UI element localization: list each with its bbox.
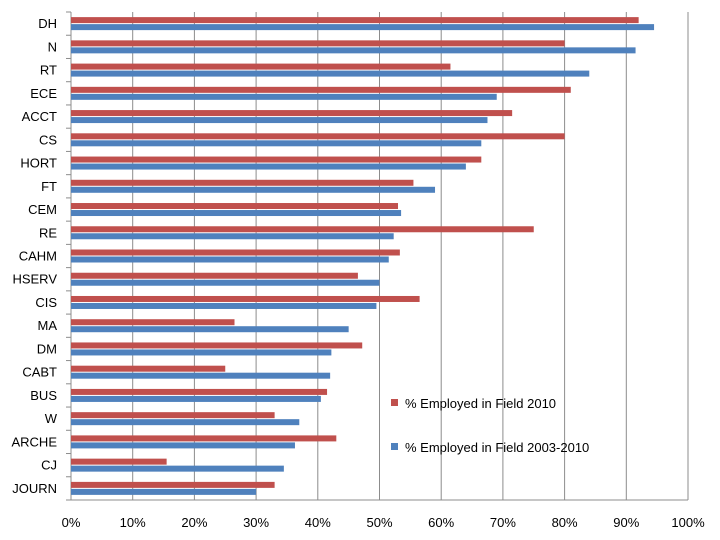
- bar-2010-re: [71, 226, 534, 233]
- bar-2003-2010-w: [71, 419, 300, 426]
- legend: % Employed in Field 2010 % Employed in F…: [391, 396, 589, 455]
- x-tick-label: 40%: [305, 515, 331, 530]
- bar-2010-n: [71, 40, 565, 47]
- bar-2010-dm: [71, 342, 363, 349]
- bar-2010-cahm: [71, 249, 400, 256]
- bar-2010-ece: [71, 86, 571, 93]
- category-label: N: [48, 39, 57, 54]
- x-tick-label: 100%: [671, 515, 705, 530]
- category-label: MA: [38, 318, 58, 333]
- axes: [66, 11, 688, 501]
- bar-2010-cem: [71, 203, 399, 210]
- category-label: CEM: [28, 202, 57, 217]
- bar-2010-acct: [71, 110, 513, 117]
- x-tick-label: 70%: [490, 515, 516, 530]
- legend-label-2010: % Employed in Field 2010: [405, 396, 556, 411]
- bar-2003-2010-cis: [71, 302, 377, 309]
- bar-2003-2010-dm: [71, 349, 332, 356]
- category-label: CAHM: [19, 249, 57, 264]
- bar-2003-2010-dh: [71, 24, 655, 31]
- bar-2010-cj: [71, 458, 167, 465]
- legend-swatch-2003-2010: [391, 443, 398, 450]
- bar-2003-2010-arche: [71, 442, 295, 449]
- bar-2010-cis: [71, 295, 420, 302]
- bar-2003-2010-acct: [71, 117, 488, 124]
- bar-2003-2010-n: [71, 47, 636, 54]
- category-label: HORT: [20, 156, 57, 171]
- category-label: W: [45, 411, 58, 426]
- category-label: DM: [37, 341, 57, 356]
- bar-2003-2010-ma: [71, 326, 349, 333]
- category-label: ECE: [30, 86, 57, 101]
- bar-2003-2010-journ: [71, 488, 257, 495]
- category-label: FT: [41, 179, 57, 194]
- bar-2010-hort: [71, 156, 482, 163]
- category-label: CJ: [41, 458, 57, 473]
- bar-2003-2010-hserv: [71, 279, 380, 286]
- bar-2010-dh: [71, 17, 639, 24]
- bar-2010-ft: [71, 179, 414, 186]
- x-tick-label: 30%: [243, 515, 269, 530]
- category-label: JOURN: [12, 481, 57, 496]
- x-tick-label: 10%: [120, 515, 146, 530]
- bar-2010-cs: [71, 133, 565, 140]
- x-tick-label: 80%: [552, 515, 578, 530]
- x-tick-label: 50%: [366, 515, 392, 530]
- bar-2010-cabt: [71, 365, 226, 372]
- x-tick-label: 20%: [181, 515, 207, 530]
- bar-2003-2010-cahm: [71, 256, 389, 263]
- bar-2003-2010-cem: [71, 210, 402, 217]
- category-label: HSERV: [12, 272, 57, 287]
- category-label: CIS: [35, 295, 57, 310]
- bar-2010-w: [71, 412, 275, 419]
- bar-2003-2010-re: [71, 233, 394, 240]
- bar-2010-ma: [71, 319, 235, 326]
- bar-2003-2010-cabt: [71, 372, 331, 379]
- legend-swatch-2010: [391, 399, 398, 406]
- bar-2003-2010-hort: [71, 163, 466, 170]
- category-label: RE: [39, 225, 57, 240]
- bar-2010-arche: [71, 435, 337, 442]
- x-tick-label: 90%: [613, 515, 639, 530]
- category-label: BUS: [30, 388, 57, 403]
- category-label: DH: [38, 16, 57, 31]
- bar-2010-bus: [71, 388, 328, 395]
- bar-2010-journ: [71, 481, 275, 488]
- x-tick-labels: 0% 10% 20% 30% 40% 50% 60% 70% 80% 90% 100%: [62, 515, 705, 530]
- legend-label-2003-2010: % Employed in Field 2003-2010: [405, 440, 589, 455]
- category-label: ARCHE: [11, 434, 57, 449]
- bar-2003-2010-rt: [71, 70, 590, 77]
- x-tick-label: 60%: [428, 515, 454, 530]
- category-label: CABT: [22, 365, 57, 380]
- bar-2010-hserv: [71, 272, 358, 279]
- gridlines: [132, 12, 689, 500]
- bar-2010-rt: [71, 63, 451, 70]
- bar-2003-2010-cs: [71, 140, 482, 147]
- x-tick-label: 0%: [62, 515, 81, 530]
- bar-2003-2010-bus: [71, 395, 321, 402]
- bars: [71, 17, 655, 495]
- bar-2003-2010-ft: [71, 186, 436, 193]
- category-label: RT: [40, 63, 57, 78]
- category-labels: DH N RT ECE ACCT CS HORT FT CEM RE CAHM HSERV CIS MA D…: [11, 16, 57, 496]
- bar-2003-2010-ece: [71, 93, 497, 100]
- category-label: ACCT: [22, 109, 57, 124]
- category-label: CS: [39, 132, 57, 147]
- bar-2003-2010-cj: [71, 465, 284, 472]
